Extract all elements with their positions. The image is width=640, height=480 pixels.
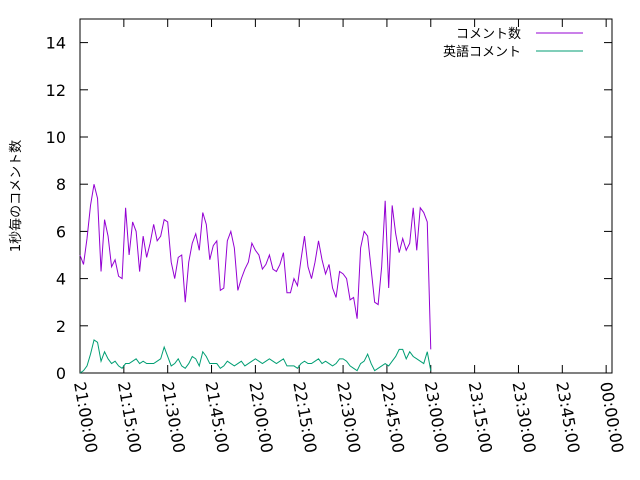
x-tick-label: 22:30:00 [333,380,364,454]
legend-label: コメント数 [456,27,521,42]
y-tick-label: 4 [56,270,66,289]
y-tick-label: 2 [56,317,66,336]
y-tick-label: 10 [46,128,66,147]
x-tick-label: 21:00:00 [70,380,101,454]
plot-border [79,18,613,374]
series-lines [79,184,432,374]
x-tick-label: 23:15:00 [465,380,496,454]
x-tick-label: 21:45:00 [202,380,233,454]
x-tick-label: 23:30:00 [509,380,540,454]
x-axis: 21:00:00 21:15:00 21:30:00 21:45:00 22:00:00… [70,19,627,454]
x-tick-label: 23:45:00 [552,380,583,454]
y-tick-label: 14 [46,34,66,53]
x-tick-label: 22:45:00 [377,380,408,454]
plot-frame [79,18,613,374]
y-tick-label: 0 [56,364,66,383]
y-axis-title: 1秒毎のコメント数 [8,140,24,252]
x-tick-label: 22:15:00 [289,380,320,454]
x-tick-label: 21:30:00 [158,380,189,454]
y-tick-label: 12 [46,81,66,100]
x-tick-label: 00:00:00 [596,380,627,454]
y-axis: 0 2 4 6 8 10 12 14 [46,34,612,383]
x-tick-label: 21:15:00 [114,380,145,454]
legend-label: 英語コメント [443,44,521,60]
x-tick-label: 23:00:00 [421,380,452,454]
series-line-2 [79,339,432,374]
series-line-1 [79,184,432,350]
x-tick-label: 22:00:00 [245,380,276,454]
y-tick-label: 6 [56,222,66,241]
y-tick-label: 8 [56,175,66,194]
